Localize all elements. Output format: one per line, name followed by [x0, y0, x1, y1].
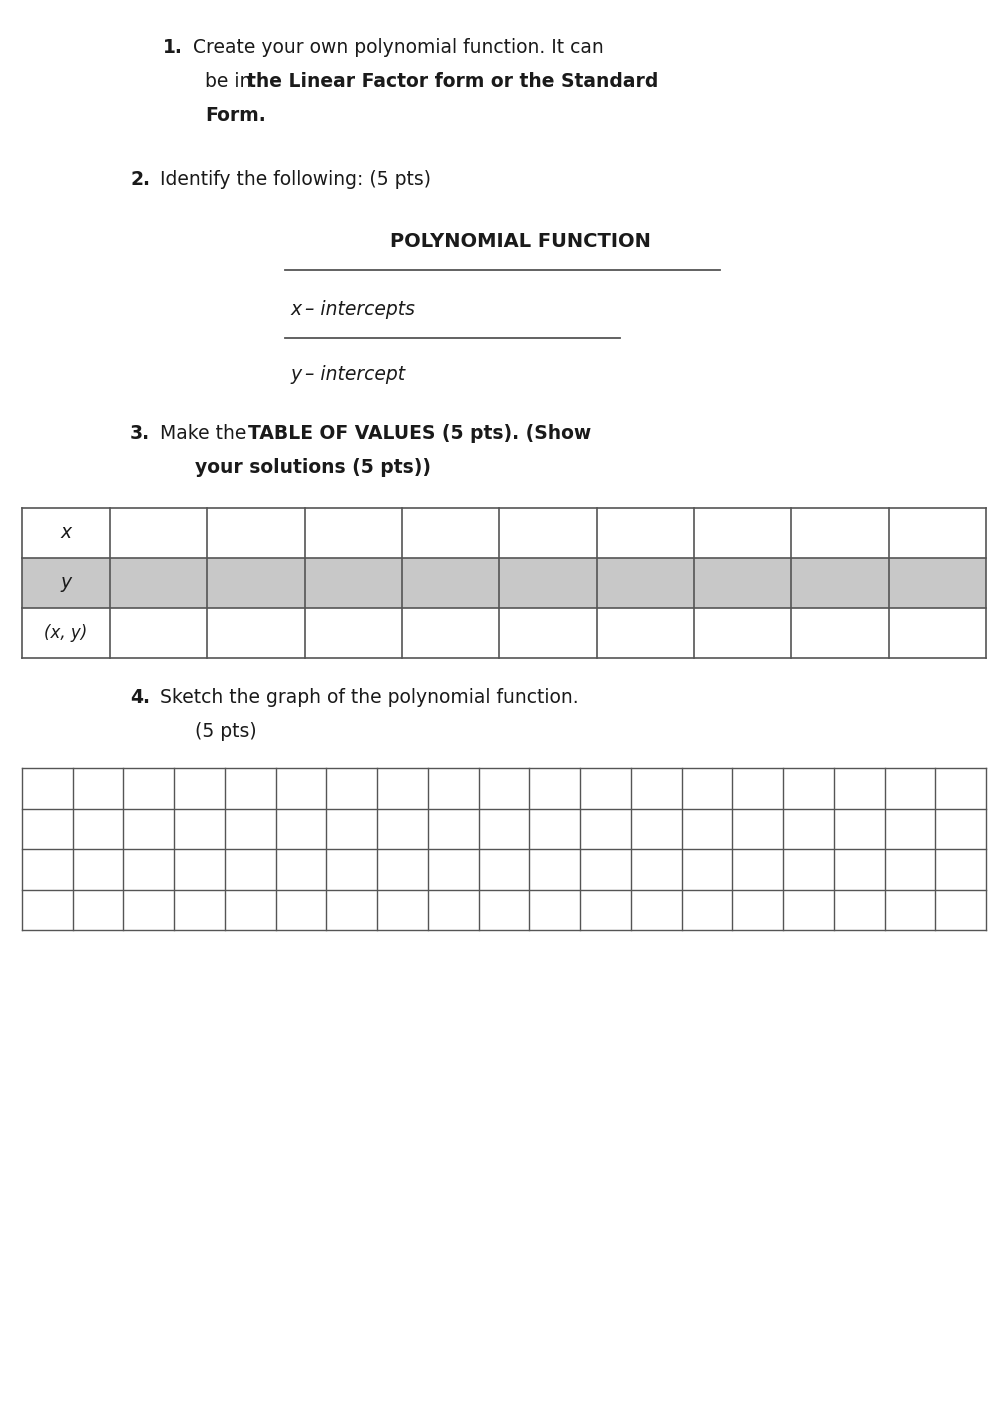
Text: x: x	[60, 523, 72, 543]
Bar	[22, 558, 986, 608]
Text: Create your own polynomial function. It can: Create your own polynomial function. It …	[193, 38, 604, 57]
Text: TABLE OF VALUES (5 pts). (Show: TABLE OF VALUES (5 pts). (Show	[248, 423, 592, 443]
Text: your solutions (5 pts)): your solutions (5 pts))	[195, 458, 431, 477]
Text: Make the: Make the	[160, 423, 252, 443]
Text: y: y	[60, 574, 72, 593]
Text: POLYNOMIAL FUNCTION: POLYNOMIAL FUNCTION	[390, 232, 651, 252]
Text: the Linear Factor form or the Standard: the Linear Factor form or the Standard	[247, 72, 658, 91]
Text: 2.: 2.	[130, 171, 150, 189]
Text: 1.: 1.	[163, 38, 182, 57]
Text: x: x	[290, 300, 301, 318]
Text: Sketch the graph of the polynomial function.: Sketch the graph of the polynomial funct…	[160, 688, 579, 708]
Text: – intercepts: – intercepts	[305, 300, 415, 318]
Text: y: y	[290, 365, 301, 384]
Text: (5 pts): (5 pts)	[195, 722, 257, 740]
Text: 3.: 3.	[130, 423, 150, 443]
Text: Form.: Form.	[205, 107, 266, 125]
Text: be in: be in	[205, 72, 257, 91]
Text: Identify the following: (5 pts): Identify the following: (5 pts)	[160, 171, 431, 189]
Text: 4.: 4.	[130, 688, 150, 708]
Text: (x, y): (x, y)	[44, 624, 88, 642]
Text: – intercept: – intercept	[305, 365, 405, 384]
